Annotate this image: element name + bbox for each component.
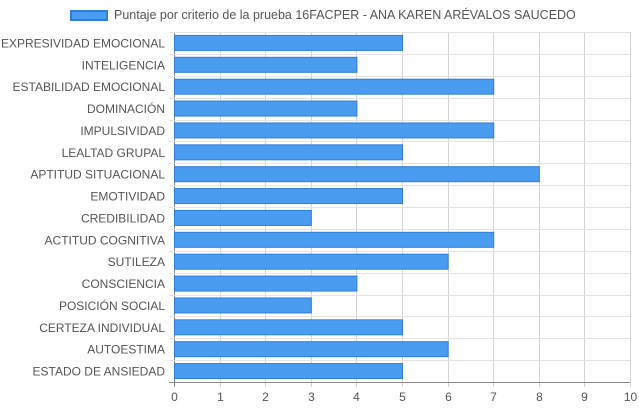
bar[interactable] <box>174 122 495 139</box>
category-label: IMPULSIVIDAD <box>80 124 165 138</box>
bar[interactable] <box>174 253 449 270</box>
category-label: ACTITUD COGNITIVA <box>45 233 165 247</box>
bar[interactable] <box>174 100 358 117</box>
bar[interactable] <box>174 34 403 51</box>
category-label: ESTADO DE ANSIEDAD <box>33 365 166 379</box>
category-label: APTITUD SITUACIONAL <box>30 168 165 182</box>
bar[interactable] <box>174 56 358 73</box>
bar[interactable] <box>174 275 358 292</box>
legend-label: Puntaje por criterio de la prueba 16FACP… <box>114 8 576 22</box>
bar[interactable] <box>174 297 312 314</box>
x-tick-label: 3 <box>308 390 315 404</box>
chart-legend[interactable]: Puntaje por criterio de la prueba 16FACP… <box>70 6 576 24</box>
bar[interactable] <box>174 166 540 183</box>
bar[interactable] <box>174 231 495 248</box>
x-tick-labels: 0 1 2 3 4 5 6 7 8 9 10 <box>171 390 637 404</box>
category-label: LEALTAD GRUPAL <box>62 146 166 160</box>
bar[interactable] <box>174 188 403 205</box>
category-labels: EXPRESIVIDAD EMOCIONAL INTELIGENCIA ESTABI… <box>1 36 165 378</box>
category-label: DOMINACIÓN <box>87 101 165 116</box>
bar[interactable] <box>174 209 312 226</box>
category-label: AUTOESTIMA <box>87 343 165 357</box>
x-tick-label: 9 <box>581 390 588 404</box>
category-label: CERTEZA INDIVIDUAL <box>39 321 165 335</box>
x-tick-label: 0 <box>171 390 178 404</box>
category-label: ESTABILIDAD EMOCIONAL <box>13 80 166 94</box>
category-label: EMOTIVIDAD <box>90 190 165 204</box>
category-label: EXPRESIVIDAD EMOCIONAL <box>1 36 165 50</box>
category-label: CREDIBILIDAD <box>81 211 165 225</box>
x-tick-label: 8 <box>536 390 543 404</box>
bar[interactable] <box>174 78 495 95</box>
x-tick-label: 5 <box>399 390 406 404</box>
category-label: CONSCIENCIA <box>82 277 165 291</box>
bar[interactable] <box>174 363 403 380</box>
bars-layer <box>174 34 540 380</box>
x-tick-label: 10 <box>624 390 638 404</box>
x-tick-label: 6 <box>445 390 452 404</box>
category-label: INTELIGENCIA <box>82 58 165 72</box>
category-label: SUTILEZA <box>108 255 165 269</box>
bar[interactable] <box>174 144 403 161</box>
bar[interactable] <box>174 319 403 336</box>
category-label: POSICIÓN SOCIAL <box>59 298 165 313</box>
x-tick-label: 7 <box>490 390 497 404</box>
x-tick-label: 4 <box>353 390 360 404</box>
x-tick-label: 2 <box>262 390 269 404</box>
legend-swatch <box>70 9 108 21</box>
x-tick-label: 1 <box>217 390 224 404</box>
bar[interactable] <box>174 341 449 358</box>
